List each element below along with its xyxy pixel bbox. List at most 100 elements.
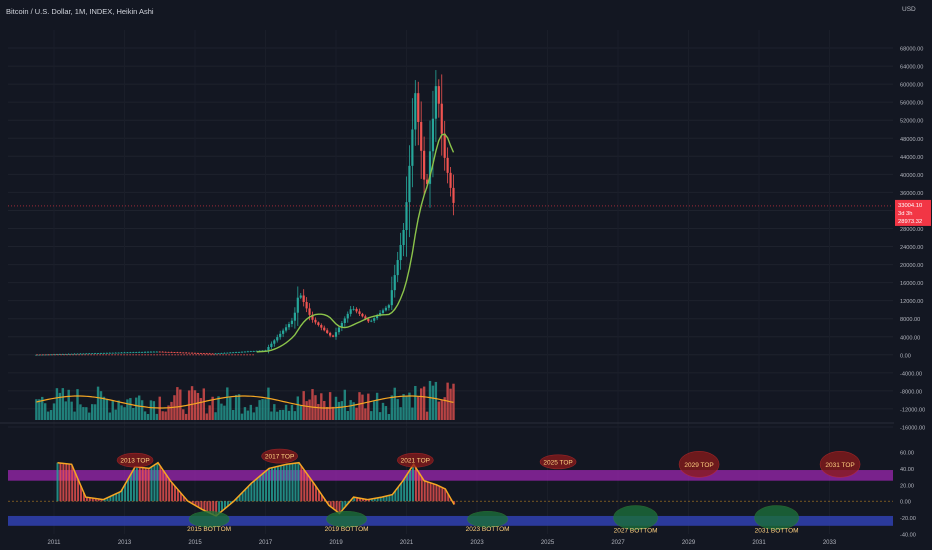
osc-histogram-bar bbox=[109, 496, 112, 502]
candle-body bbox=[311, 314, 314, 320]
candle-body bbox=[364, 316, 367, 319]
osc-histogram-bar bbox=[317, 490, 320, 502]
x-tick-label: 2019 bbox=[329, 540, 343, 546]
candle-body bbox=[105, 352, 108, 354]
osc-histogram-bar bbox=[144, 467, 147, 502]
osc-histogram-bar bbox=[174, 486, 177, 502]
candle-body bbox=[61, 354, 64, 355]
osc-histogram-bar bbox=[235, 498, 238, 502]
candle-body bbox=[205, 353, 208, 355]
volume-bar bbox=[284, 404, 288, 420]
volume-bar bbox=[64, 401, 67, 420]
candle-body bbox=[405, 202, 408, 230]
volume-bar bbox=[276, 411, 279, 420]
volume-bar bbox=[149, 400, 153, 420]
osc-histogram-bar bbox=[300, 465, 303, 502]
y-tick-label: 24000.00 bbox=[900, 245, 923, 251]
volume-bar bbox=[293, 411, 297, 420]
osc-histogram-bar bbox=[417, 472, 420, 502]
osc-histogram-bar bbox=[129, 473, 132, 502]
candle-body bbox=[340, 323, 343, 328]
candle-body bbox=[79, 353, 82, 355]
osc-histogram-bar bbox=[132, 468, 135, 502]
osc-histogram-bar bbox=[168, 478, 171, 502]
bottom-marker bbox=[188, 510, 230, 528]
osc-histogram-bar bbox=[309, 478, 312, 502]
candle-body bbox=[143, 351, 147, 353]
candle-body bbox=[141, 352, 144, 353]
candle-body bbox=[449, 172, 452, 188]
bottom-marker bbox=[326, 510, 367, 528]
top-marker bbox=[678, 450, 720, 478]
y-tick-label: 56000.00 bbox=[900, 101, 923, 107]
osc-histogram-bar bbox=[221, 501, 224, 512]
top-marker-label: 2029 TOP bbox=[684, 462, 713, 469]
volume-bar bbox=[229, 397, 232, 420]
candle-body bbox=[425, 179, 429, 184]
volume-bar bbox=[437, 401, 441, 420]
candle-body bbox=[155, 351, 158, 353]
top-marker-label: 2021 TOP bbox=[401, 458, 430, 465]
volume-bar bbox=[417, 395, 420, 420]
x-tick-label: 2025 bbox=[541, 540, 555, 546]
candle-body bbox=[302, 295, 305, 302]
y-tick-label: 44000.00 bbox=[900, 155, 923, 161]
price-candles bbox=[35, 70, 455, 356]
osc-histogram-bar bbox=[115, 493, 118, 502]
osc-histogram-bar bbox=[56, 462, 59, 502]
bottom-marker-label: 2031 BOTTOM bbox=[755, 528, 799, 535]
price-axis-background bbox=[894, 0, 932, 550]
oversold-band bbox=[8, 515, 893, 526]
osc-histogram-bar bbox=[414, 467, 417, 502]
volume-bar bbox=[422, 386, 426, 420]
volume-bar bbox=[264, 399, 267, 420]
osc-histogram-bar bbox=[312, 482, 315, 502]
candle-body bbox=[126, 352, 129, 354]
candle-body bbox=[346, 313, 349, 319]
volume-bar bbox=[102, 396, 106, 420]
bottom-marker-label: 2015 BOTTOM bbox=[187, 526, 231, 533]
x-tick-label: 2015 bbox=[188, 540, 202, 546]
candle-body bbox=[47, 354, 50, 356]
cycle-annotations: 2013 TOP 2017 TOP 2021 TOP 2025 TOP 2029 TOP… bbox=[116, 448, 861, 535]
volume-bar bbox=[193, 390, 197, 420]
volume-bar bbox=[146, 413, 150, 420]
volume-bar bbox=[231, 409, 235, 420]
candle-body bbox=[70, 353, 73, 355]
volume-bar bbox=[408, 392, 411, 420]
candle-body bbox=[211, 353, 214, 355]
volume-bar bbox=[320, 393, 323, 420]
candle-body bbox=[337, 327, 341, 333]
volume-bar bbox=[85, 407, 88, 420]
volume-bar bbox=[105, 398, 109, 420]
candle-body bbox=[58, 354, 61, 355]
candle-body bbox=[417, 93, 420, 122]
volume-bar bbox=[96, 386, 100, 420]
volume-bar bbox=[305, 401, 308, 420]
volume-bar bbox=[199, 398, 203, 420]
overbought-band bbox=[8, 470, 893, 481]
candle-body bbox=[314, 319, 317, 323]
osc-histogram-bar bbox=[273, 467, 276, 502]
candle-body bbox=[270, 343, 273, 347]
volume-bar bbox=[270, 411, 273, 420]
osc-histogram-bar bbox=[353, 497, 356, 502]
osc-histogram-bar bbox=[127, 479, 130, 502]
osc-histogram-bar bbox=[268, 468, 271, 502]
volume-bar bbox=[384, 406, 388, 420]
volume-bar bbox=[140, 400, 144, 420]
volume-bar bbox=[352, 402, 355, 420]
candle-body bbox=[446, 157, 449, 173]
volume-bar bbox=[267, 387, 270, 420]
volume-bar bbox=[170, 401, 173, 420]
osc-histogram-bar bbox=[373, 498, 376, 502]
osc-line bbox=[57, 461, 455, 517]
y-tick-label: 0.00 bbox=[900, 353, 911, 359]
osc-histogram-bar bbox=[171, 482, 174, 502]
volume-bar bbox=[337, 401, 341, 420]
osc-histogram-bar bbox=[156, 463, 159, 502]
volume-bar bbox=[287, 410, 291, 420]
x-tick-label: 2023 bbox=[470, 540, 484, 546]
